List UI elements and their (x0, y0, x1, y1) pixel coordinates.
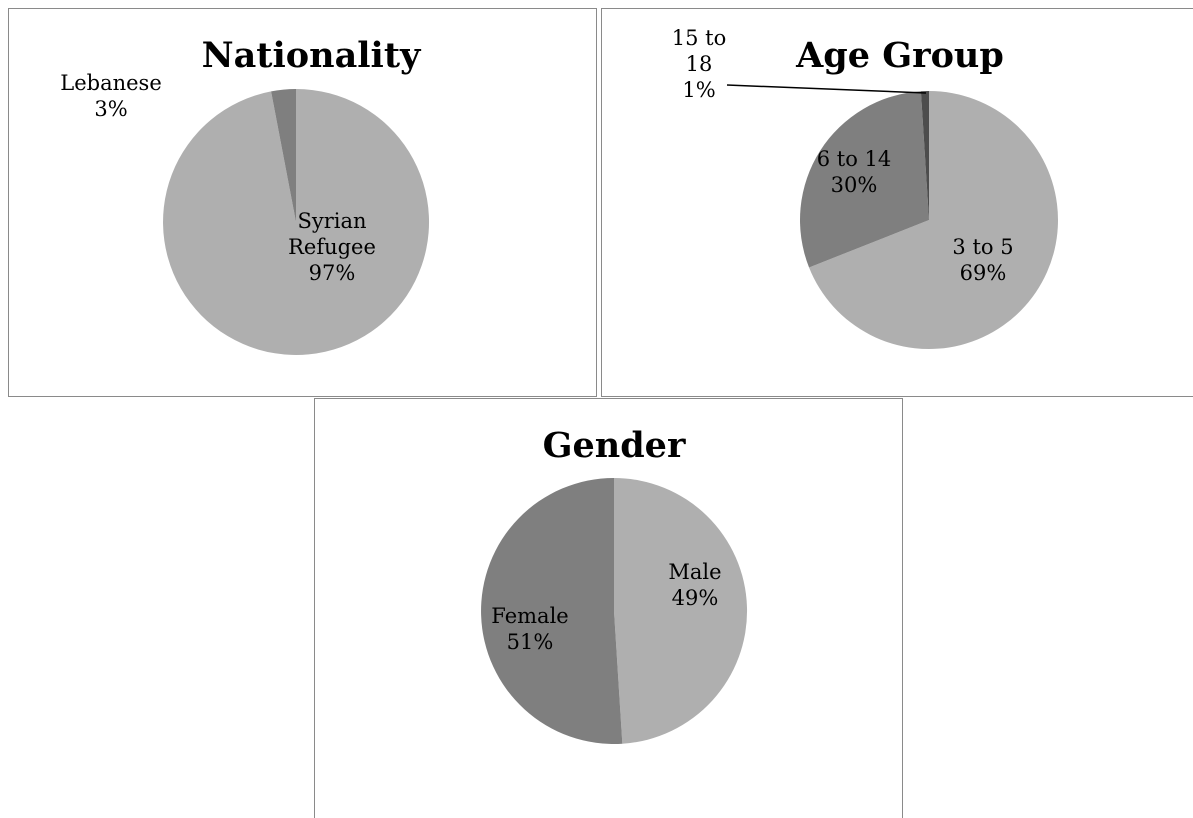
data-label-category: 6 to 14 (817, 147, 892, 171)
data-label-female: Female 51% (491, 604, 568, 654)
pie-slice-syrian-refugee (163, 89, 430, 356)
data-label-category: 3 to 5 (952, 235, 1013, 259)
data-label-male: Male 49% (668, 560, 721, 610)
pie-slice-3-to-5 (809, 91, 1059, 350)
data-label-category: 18 (686, 52, 713, 76)
pie-slice-15-to-18 (920, 90, 929, 220)
gender-pie-chart: Gender Male 49% Female 51% (481, 425, 748, 744)
leader-line-15-to-18 (726, 84, 927, 94)
data-label-15-to-18: 15 to 18 1% (672, 26, 726, 102)
data-label-lebanese: Lebanese 3% (60, 71, 162, 121)
data-label-category: Refugee (288, 235, 376, 259)
data-label-3-to-5: 3 to 5 69% (952, 235, 1013, 285)
data-label-category: 15 to (672, 26, 726, 50)
data-label-syrian-refugee: Syrian Refugee 97% (288, 209, 376, 285)
pie-slice-6-to-14 (799, 91, 929, 268)
data-label-6-to-14: 6 to 14 30% (817, 147, 892, 197)
data-label-percent: 49% (672, 586, 719, 610)
chart-panel-gender: Gender Male 49% Female 51% (314, 398, 903, 818)
chart-panel-nationality: Nationality Syrian Refugee 97% Lebanese 3% (8, 8, 597, 397)
data-label-category: Lebanese (60, 71, 162, 95)
data-label-category: Male (668, 560, 721, 584)
chart-panel-age-group: Age Group 3 to 5 69% 6 to 14 30% 15 to 18 1% (601, 8, 1193, 397)
data-label-category: Syrian (297, 209, 366, 233)
data-label-percent: 3% (94, 97, 127, 121)
data-label-category: Female (491, 604, 568, 628)
data-label-percent: 30% (831, 173, 878, 197)
pie-slice-lebanese (271, 89, 296, 222)
data-label-percent: 69% (960, 261, 1007, 285)
data-label-percent: 97% (309, 261, 356, 285)
chart-title: Nationality (202, 35, 422, 76)
age-group-pie-chart: Age Group 3 to 5 69% 6 to 14 30% 15 to 18 1% (672, 26, 1059, 350)
nationality-pie-chart: Nationality Syrian Refugee 97% Lebanese 3% (60, 35, 430, 356)
data-label-percent: 51% (507, 630, 554, 654)
chart-title: Gender (543, 425, 686, 466)
pie-slice-male (614, 478, 748, 744)
chart-title: Age Group (795, 35, 1004, 76)
pie-slice-female (481, 478, 623, 744)
data-label-percent: 1% (682, 78, 715, 102)
